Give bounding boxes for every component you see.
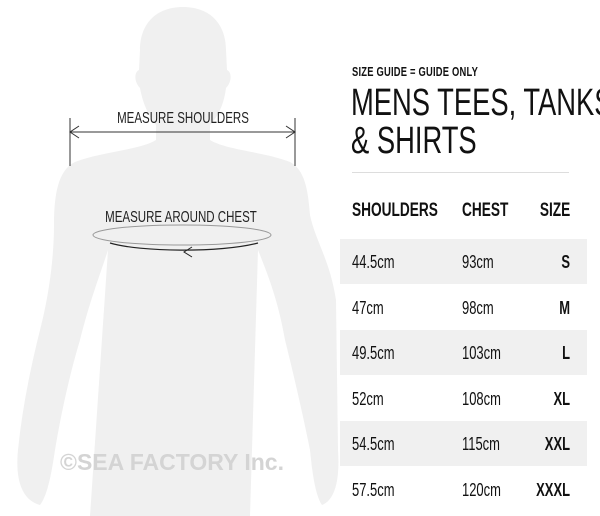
body-silhouette: [17, 7, 339, 516]
divider: [352, 172, 569, 173]
body-silhouette-figure: MEASURE SHOULDERS MEASURE AROUND CHEST: [17, 7, 339, 516]
header-shoulders: SHOULDERS: [352, 200, 438, 221]
size-cell: M: [559, 297, 570, 318]
chest-cell: 98cm: [462, 297, 494, 318]
chest-cell: 103cm: [462, 343, 501, 363]
copyright-watermark: ©SEA FACTORY Inc.: [60, 449, 284, 475]
shoulders-cell: 57.5cm: [352, 479, 395, 500]
chest-cell: 120cm: [462, 479, 501, 500]
header-chest: CHEST: [462, 200, 509, 221]
shoulder-measure-arrow: [69, 118, 296, 166]
table-row: 44.5cm 93cm S: [340, 239, 587, 284]
table-row: 54.5cm 115cm XXL: [340, 421, 587, 466]
table-row: 52cm 108cm XL: [340, 376, 587, 421]
shoulders-label: MEASURE SHOULDERS: [117, 108, 249, 126]
table-row: 47cm 98cm M: [340, 285, 587, 330]
page-title: MENS TEES, TANKS & SHIRTS: [351, 82, 600, 162]
shoulders-cell: 49.5cm: [352, 343, 395, 363]
table-row: 49.5cm 103cm L: [340, 330, 587, 375]
size-cell: L: [562, 343, 570, 363]
size-cell: XXXL: [536, 479, 570, 500]
shoulders-cell: 47cm: [352, 297, 384, 318]
size-cell: XL: [553, 388, 570, 409]
header-size: SIZE: [539, 200, 570, 221]
chest-cell: 115cm: [462, 434, 500, 454]
chest-label: MEASURE AROUND CHEST: [105, 207, 257, 225]
table-row: 57.5cm 120cm XXXL: [340, 467, 587, 512]
size-guide-kicker: SIZE GUIDE = GUIDE ONLY: [352, 64, 479, 79]
chest-measure-loop: [92, 224, 272, 258]
size-cell: XXL: [544, 434, 570, 454]
shoulders-cell: 52cm: [352, 388, 384, 409]
chest-cell: 93cm: [462, 252, 494, 272]
chest-cell: 108cm: [462, 388, 501, 409]
shoulders-cell: 54.5cm: [352, 434, 395, 454]
size-cell: S: [561, 252, 570, 272]
shoulders-cell: 44.5cm: [352, 252, 395, 272]
